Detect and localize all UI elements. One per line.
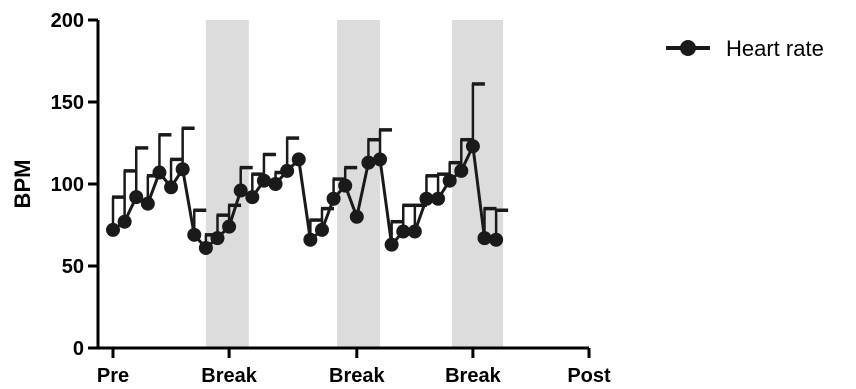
data-point-22 bbox=[349, 209, 364, 224]
y-tick-label-150: 150 bbox=[51, 92, 84, 114]
data-point-20 bbox=[326, 191, 341, 206]
y-tick-label-50: 50 bbox=[62, 256, 84, 278]
legend-marker bbox=[680, 40, 696, 56]
y-axis-title: BPM bbox=[10, 160, 35, 209]
data-point-9 bbox=[198, 240, 213, 255]
break-bands bbox=[205, 20, 504, 348]
data-point-28 bbox=[419, 191, 434, 206]
legend-label: Heart rate bbox=[726, 36, 824, 61]
data-point-2 bbox=[117, 214, 132, 229]
data-point-5 bbox=[152, 165, 167, 180]
y-tick-label-200: 200 bbox=[51, 10, 84, 32]
data-point-19 bbox=[314, 222, 329, 237]
data-point-6 bbox=[164, 180, 179, 195]
data-point-27 bbox=[407, 224, 422, 239]
data-point-10 bbox=[210, 231, 225, 246]
data-point-13 bbox=[245, 190, 260, 205]
data-point-8 bbox=[187, 227, 202, 242]
data-points bbox=[106, 139, 504, 255]
data-point-17 bbox=[291, 152, 306, 167]
data-point-34 bbox=[489, 232, 504, 247]
data-point-18 bbox=[303, 232, 318, 247]
data-point-29 bbox=[431, 191, 446, 206]
data-point-16 bbox=[280, 163, 295, 178]
data-point-24 bbox=[373, 152, 388, 167]
x-tick-label-1: Pre bbox=[97, 365, 129, 387]
data-point-7 bbox=[175, 162, 190, 177]
legend: Heart rate bbox=[666, 36, 824, 61]
data-point-23 bbox=[361, 155, 376, 170]
y-tick-label-0: 0 bbox=[73, 338, 84, 360]
data-point-15 bbox=[268, 177, 283, 191]
data-point-3 bbox=[129, 190, 144, 205]
data-point-31 bbox=[454, 163, 469, 178]
x-tick-label-3: Break bbox=[329, 365, 385, 387]
error-bars bbox=[111, 82, 509, 248]
x-tick-label-4: Break bbox=[445, 365, 501, 387]
data-point-14 bbox=[256, 173, 271, 188]
data-point-11 bbox=[222, 219, 237, 234]
data-point-30 bbox=[442, 173, 457, 188]
x-tick-label-2: Break bbox=[201, 365, 257, 387]
data-point-33 bbox=[477, 231, 492, 246]
data-point-32 bbox=[465, 139, 480, 154]
y-tick-label-100: 100 bbox=[51, 174, 84, 196]
data-point-1 bbox=[106, 222, 120, 237]
data-point-21 bbox=[338, 178, 353, 193]
y-ticks: 0 50 100 150 200 bbox=[51, 10, 98, 360]
data-point-25 bbox=[384, 237, 399, 252]
data-point-12 bbox=[233, 183, 248, 198]
x-ticks: Pre Break Break Break Post bbox=[97, 348, 611, 387]
data-point-4 bbox=[140, 196, 155, 211]
x-tick-label-5: Post bbox=[567, 365, 611, 387]
data-point-26 bbox=[396, 224, 411, 239]
